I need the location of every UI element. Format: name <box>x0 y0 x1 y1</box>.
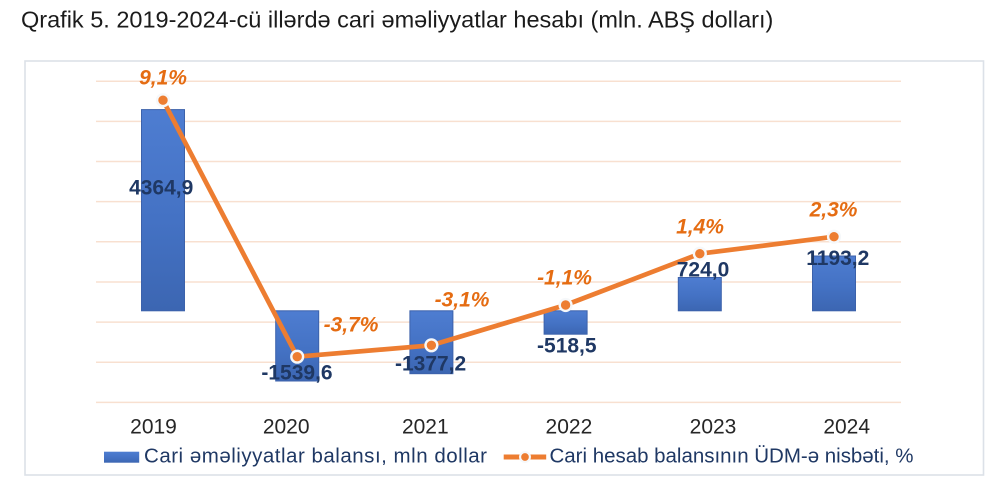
svg-text:724,0: 724,0 <box>677 259 730 282</box>
svg-text:4364,9: 4364,9 <box>129 176 193 199</box>
svg-text:2020: 2020 <box>263 415 310 438</box>
svg-text:2023: 2023 <box>690 415 737 438</box>
svg-text:-3,7%: -3,7% <box>324 314 379 337</box>
svg-text:9,1%: 9,1% <box>139 67 187 90</box>
svg-text:-518,5: -518,5 <box>537 335 597 358</box>
svg-text:Cari əməliyyatlar balansı, mln: Cari əməliyyatlar balansı, mln dollar <box>144 444 487 467</box>
svg-text:-1377,2: -1377,2 <box>395 352 466 375</box>
svg-text:-1,1%: -1,1% <box>537 267 592 290</box>
svg-text:2024: 2024 <box>823 415 870 438</box>
svg-text:-3,1%: -3,1% <box>435 288 490 311</box>
svg-text:2,3%: 2,3% <box>809 198 858 221</box>
svg-text:2021: 2021 <box>402 415 449 438</box>
svg-text:-1539,6: -1539,6 <box>261 361 332 384</box>
svg-text:2022: 2022 <box>546 415 593 438</box>
svg-text:2019: 2019 <box>130 415 177 438</box>
svg-text:Qrafik 5. 2019-2024-cü illərdə: Qrafik 5. 2019-2024-cü illərdə cari əməl… <box>21 6 773 32</box>
svg-text:1193,2: 1193,2 <box>806 247 869 270</box>
svg-text:Cari hesab balansının ÜDM-ə ni: Cari hesab balansının ÜDM-ə nisbəti, % <box>550 444 914 467</box>
svg-text:1,4%: 1,4% <box>676 215 724 238</box>
